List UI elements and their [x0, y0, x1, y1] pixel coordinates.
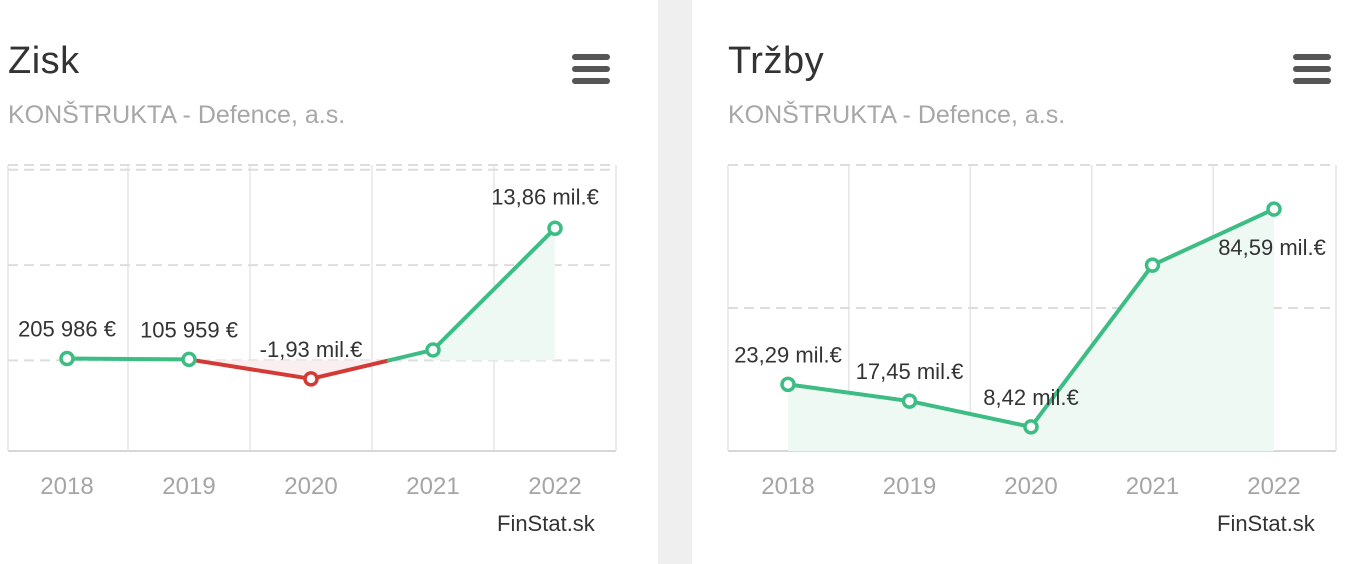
- x-tick-label: 2022: [528, 473, 581, 500]
- data-point: [901, 393, 918, 409]
- data-label: 17,45 mil.€: [856, 359, 964, 384]
- trzby-chart: 23,29 mil.€ 17,45 mil.€ 8,42 mil.€ 84,59 mi…: [727, 164, 1337, 500]
- data-point: [181, 351, 197, 368]
- data-label: 13,86 mil.€: [491, 184, 599, 209]
- zisk-chart: 205 986 € 105 959 € -1,93 mil.€ 13,86 mil.€…: [7, 164, 617, 500]
- data-point: [547, 220, 563, 237]
- series-line-segment: [907, 399, 1033, 429]
- data-label: 205 986 €: [18, 316, 116, 341]
- x-tick-label: 2021: [1126, 473, 1179, 500]
- x-tick-label: 2022: [1247, 473, 1300, 500]
- zisk-card: Zisk KONŠTRUKTA - Defence, a.s. 205 986 …: [0, 0, 658, 564]
- data-point: [780, 376, 796, 393]
- trzby-card: Tržby KONŠTRUKTA - Defence, a.s. 23,29 m…: [692, 0, 1347, 564]
- chart-credit-link[interactable]: FinStat.sk: [497, 511, 595, 536]
- data-label: 8,42 mil.€: [983, 385, 1078, 410]
- series-line-segment: [187, 357, 313, 381]
- data-point: [1023, 419, 1039, 435]
- data-label: 105 959 €: [140, 317, 238, 342]
- chart-credit-link[interactable]: FinStat.sk: [1217, 511, 1315, 536]
- data-point: [59, 350, 75, 367]
- data-point: [303, 371, 319, 387]
- series-line-segment: [431, 226, 557, 352]
- data-point: [425, 342, 441, 358]
- x-tick-label: 2018: [40, 473, 93, 500]
- data-label: -1,93 mil.€: [260, 337, 363, 362]
- x-tick-label: 2019: [883, 473, 936, 500]
- x-tick-label: 2018: [761, 473, 814, 500]
- series-line-segment: [65, 356, 191, 362]
- data-label: 23,29 mil.€: [734, 342, 842, 367]
- area-fill: [788, 209, 1274, 451]
- x-tick-label: 2021: [406, 473, 459, 500]
- data-point: [1266, 201, 1282, 217]
- x-tick-label: 2019: [162, 473, 215, 500]
- data-point: [1144, 257, 1161, 273]
- hamburger-menu-icon[interactable]: [1293, 54, 1331, 84]
- data-label: 84,59 mil.€: [1218, 235, 1326, 260]
- series-line-segment: [786, 382, 912, 404]
- chart-subtitle: KONŠTRUKTA - Defence, a.s.: [728, 101, 1066, 129]
- hamburger-menu-icon[interactable]: [572, 54, 610, 84]
- chart-title: Zisk: [8, 40, 80, 82]
- chart-title: Tržby: [728, 40, 825, 82]
- series-line-segment: [309, 358, 391, 381]
- series-line-segment: [1029, 263, 1155, 429]
- x-tick-label: 2020: [1004, 473, 1057, 500]
- negative-area-fill: [189, 360, 389, 379]
- series-line-segment: [1150, 207, 1276, 268]
- x-tick-label: 2020: [284, 473, 337, 500]
- chart-subtitle: KONŠTRUKTA - Defence, a.s.: [8, 101, 346, 129]
